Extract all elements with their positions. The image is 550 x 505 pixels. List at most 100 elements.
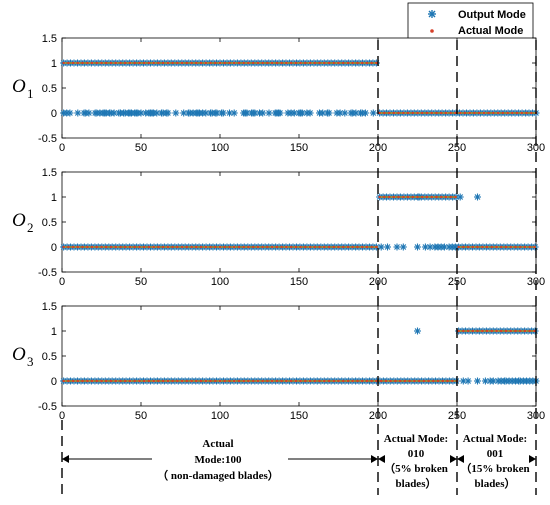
actual-point <box>308 245 312 249</box>
legend: Output Mode Actual Mode <box>407 2 534 40</box>
actual-point <box>233 245 236 249</box>
x-tick-label: 150 <box>290 142 308 154</box>
actual-point <box>285 379 288 383</box>
mode2-line3: （5% broken <box>384 462 448 475</box>
actual-point <box>199 61 203 65</box>
actual-point <box>342 245 345 249</box>
actual-point <box>237 245 241 249</box>
x-tick-label: 100 <box>211 410 229 422</box>
actual-point <box>509 245 512 249</box>
actual-point <box>185 61 188 65</box>
actual-point <box>413 379 416 383</box>
actual-point <box>109 379 113 383</box>
actual-point <box>266 245 269 249</box>
actual-point <box>476 329 479 333</box>
mode3-line1: Actual Mode: <box>463 433 527 445</box>
actual-point <box>95 61 99 65</box>
actual-point <box>308 379 312 383</box>
actual-point <box>411 111 414 115</box>
actual-point <box>313 379 316 383</box>
actual-point <box>270 245 274 249</box>
actual-point <box>504 245 508 249</box>
y-tick-label: -0.5 <box>38 401 57 413</box>
output-point <box>74 109 82 117</box>
actual-point <box>500 329 503 333</box>
actual-point <box>171 245 174 249</box>
y-tick-label: 1 <box>51 58 57 70</box>
actual-point <box>346 245 350 249</box>
actual-point <box>421 195 424 199</box>
actual-point <box>157 245 160 249</box>
actual-point <box>327 245 331 249</box>
actual-point <box>157 61 160 65</box>
actual-point <box>280 245 283 249</box>
output-point <box>85 109 93 117</box>
actual-point <box>313 245 316 249</box>
output-point <box>464 377 472 385</box>
actual-point <box>252 245 255 249</box>
mode-annotations: Actual Mode:100 （ non-damaged blades） Ac… <box>157 433 529 490</box>
actual-point <box>490 329 493 333</box>
actual-point <box>485 245 489 249</box>
actual-point <box>346 61 350 65</box>
actual-point <box>495 329 498 333</box>
actual-point <box>370 61 373 65</box>
actual-point <box>387 195 391 199</box>
output-point <box>361 109 369 117</box>
arrow-head <box>450 455 457 463</box>
arrow-head <box>378 455 385 463</box>
actual-point <box>71 245 75 249</box>
actual-point <box>280 379 283 383</box>
actual-point <box>351 245 354 249</box>
actual-point <box>76 245 80 249</box>
actual-point <box>490 245 493 249</box>
actual-point <box>451 379 454 383</box>
mode2-line2: 010 <box>408 448 425 460</box>
actual-point <box>476 245 479 249</box>
actual-point <box>332 379 335 383</box>
output-point <box>414 243 421 251</box>
actual-point <box>435 111 438 115</box>
actual-point <box>370 245 373 249</box>
actual-point <box>421 111 424 115</box>
output-point <box>276 109 284 117</box>
actual-point <box>67 245 70 249</box>
actual-point <box>519 329 522 333</box>
actual-point <box>459 111 462 115</box>
output-point <box>341 109 349 117</box>
series-actual-mode <box>62 61 538 115</box>
actual-point <box>398 379 402 383</box>
actual-point <box>294 245 297 249</box>
actual-point <box>457 245 460 249</box>
output-point <box>219 109 227 117</box>
actual-point <box>528 329 531 333</box>
actual-point <box>147 379 151 383</box>
y-axis-label: O <box>12 210 26 231</box>
actual-point <box>380 379 383 383</box>
actual-point <box>176 245 179 249</box>
actual-point <box>457 329 460 333</box>
actual-point <box>100 379 103 383</box>
actual-point <box>514 329 517 333</box>
actual-point <box>337 61 340 65</box>
actual-point <box>128 379 132 383</box>
actual-point <box>397 111 400 115</box>
y-tick-label: -0.5 <box>38 133 57 145</box>
actual-point <box>138 61 141 65</box>
actual-point <box>256 61 260 65</box>
output-point <box>137 109 145 117</box>
output-point <box>202 109 210 117</box>
actual-point <box>327 61 331 65</box>
actual-point <box>346 379 350 383</box>
actual-point <box>157 379 160 383</box>
actual-point <box>81 245 84 249</box>
mode-arrows <box>62 455 536 463</box>
actual-point <box>523 329 527 333</box>
actual-point <box>416 111 419 115</box>
actual-point <box>247 379 250 383</box>
actual-point <box>119 245 122 249</box>
